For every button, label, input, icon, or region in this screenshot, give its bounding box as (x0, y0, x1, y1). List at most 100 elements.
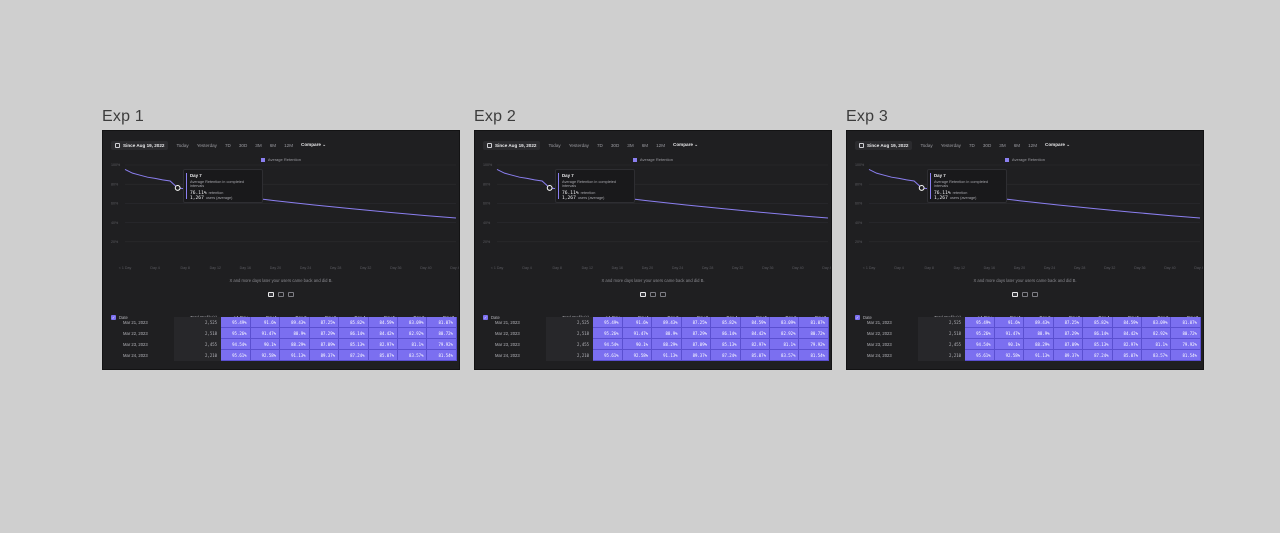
range-6m[interactable]: 6M (1013, 142, 1021, 148)
retention-cell[interactable]: 82.92% (398, 328, 428, 339)
retention-cell[interactable]: 80.72% (427, 328, 457, 339)
checkbox-checked-icon[interactable]: ✓ (111, 314, 116, 320)
date-column-header[interactable]: ✓ Date (483, 314, 546, 320)
checkbox-checked-icon[interactable]: ✓ (483, 314, 488, 320)
retention-cell[interactable]: 87.29% (309, 328, 340, 339)
retention-cell[interactable]: 84.59% (368, 317, 398, 328)
retention-cell[interactable]: 82.97% (740, 339, 770, 350)
range-3m[interactable]: 3M (627, 142, 634, 148)
retention-cell[interactable]: 91.6% (250, 317, 281, 328)
compare-button[interactable]: Compare ⌄ (673, 142, 698, 148)
grid-view-icon[interactable] (650, 292, 656, 297)
table-view-icon[interactable] (640, 292, 646, 297)
range-6m[interactable]: 6M (641, 142, 649, 148)
retention-cell[interactable]: 86.14% (1083, 328, 1113, 339)
retention-cell[interactable]: 83.57% (1142, 350, 1172, 361)
retention-cell[interactable]: 88.29% (652, 339, 682, 350)
date-range-button[interactable]: Since Aug 19, 2022 (483, 140, 541, 150)
retention-cell[interactable]: 81.54% (799, 350, 829, 361)
retention-cell[interactable]: 89.43% (280, 317, 310, 328)
retention-cell[interactable]: 91.13% (280, 350, 310, 361)
range-yesterday[interactable]: Yesterday (940, 142, 961, 148)
retention-cell[interactable]: 90.1% (994, 339, 1025, 350)
retention-cell[interactable]: 80.72% (1171, 328, 1201, 339)
retention-cell[interactable]: 95.26% (965, 328, 995, 339)
retention-cell[interactable]: 88.29% (1024, 339, 1054, 350)
retention-cell[interactable]: 89.37% (309, 350, 340, 361)
retention-cell[interactable]: 88.29% (280, 339, 310, 350)
table-row[interactable]: Mar 23, 2023 2,455 94.54% 90.1% 88.29% 87.09%… (111, 339, 457, 350)
checkbox-checked-icon[interactable]: ✓ (855, 314, 860, 320)
retention-cell[interactable]: 87.09% (309, 339, 340, 350)
retention-cell[interactable]: 83.57% (770, 350, 800, 361)
retention-cell[interactable]: 89.43% (652, 317, 682, 328)
retention-cell[interactable]: 91.6% (622, 317, 653, 328)
compare-button[interactable]: Compare ⌄ (301, 142, 326, 148)
retention-cell[interactable]: 83.09% (398, 317, 428, 328)
retention-cell[interactable]: 95.49% (965, 317, 995, 328)
range-30d[interactable]: 30D (238, 142, 248, 148)
table-row[interactable]: Mar 21, 2023 2,525 95.49% 91.6% 89.43% 87.25%… (111, 317, 457, 328)
retention-cell[interactable]: 85.07% (1112, 350, 1142, 361)
table-row[interactable]: Mar 22, 2023 2,518 95.26% 91.47% 88.9% 87.29%… (483, 328, 829, 339)
list-view-icon[interactable] (1032, 292, 1038, 297)
range-30d[interactable]: 30D (982, 142, 992, 148)
retention-cell[interactable]: 87.09% (1053, 339, 1084, 350)
retention-cell[interactable]: 89.43% (1024, 317, 1054, 328)
retention-cell[interactable]: 86.14% (339, 328, 369, 339)
date-column-header[interactable]: ✓ Date (111, 314, 174, 320)
compare-button[interactable]: Compare ⌄ (1045, 142, 1070, 148)
retention-cell[interactable]: 91.47% (250, 328, 281, 339)
retention-cell[interactable]: 92.58% (994, 350, 1025, 361)
retention-cell[interactable]: 82.97% (1112, 339, 1142, 350)
chart-legend[interactable]: Average Retention (475, 157, 831, 162)
retention-cell[interactable]: 87.24% (339, 350, 369, 361)
retention-cell[interactable]: 79.92% (799, 339, 829, 350)
retention-cell[interactable]: 79.92% (1171, 339, 1201, 350)
retention-cell[interactable]: 88.9% (652, 328, 682, 339)
grid-view-icon[interactable] (1022, 292, 1028, 297)
retention-cell[interactable]: 82.92% (770, 328, 800, 339)
table-row[interactable]: Mar 22, 2023 2,518 95.26% 91.47% 88.9% 87.29%… (855, 328, 1201, 339)
retention-cell[interactable]: 87.24% (711, 350, 741, 361)
range-30d[interactable]: 30D (610, 142, 620, 148)
range-today[interactable]: Today (548, 142, 561, 148)
range-yesterday[interactable]: Yesterday (568, 142, 589, 148)
grid-view-icon[interactable] (278, 292, 284, 297)
list-view-icon[interactable] (660, 292, 666, 297)
retention-cell[interactable]: 85.82% (1083, 317, 1113, 328)
range-7d[interactable]: 7D (968, 142, 975, 148)
table-row[interactable]: Mar 24, 2023 2,210 95.61% 92.58% 91.13% 89.37… (111, 350, 457, 361)
retention-cell[interactable]: 92.58% (622, 350, 653, 361)
retention-cell[interactable]: 95.26% (593, 328, 623, 339)
retention-cell[interactable]: 95.61% (221, 350, 251, 361)
retention-cell[interactable]: 81.07% (1171, 317, 1201, 328)
retention-cell[interactable]: 90.1% (250, 339, 281, 350)
retention-cell[interactable]: 85.82% (711, 317, 741, 328)
table-row[interactable]: Mar 24, 2023 2,210 95.61% 92.58% 91.13% 89.37… (483, 350, 829, 361)
table-row[interactable]: Mar 24, 2023 2,210 95.61% 92.58% 91.13% 89.37… (855, 350, 1201, 361)
highlight-point[interactable] (546, 185, 553, 191)
retention-cell[interactable]: 87.25% (1053, 317, 1084, 328)
retention-cell[interactable]: 85.13% (711, 339, 741, 350)
retention-cell[interactable]: 81.54% (1171, 350, 1201, 361)
table-row[interactable]: Mar 23, 2023 2,455 94.54% 90.1% 88.29% 87.09%… (855, 339, 1201, 350)
retention-cell[interactable]: 89.37% (1053, 350, 1084, 361)
retention-cell[interactable]: 86.14% (711, 328, 741, 339)
retention-cell[interactable]: 83.09% (770, 317, 800, 328)
retention-cell[interactable]: 92.58% (250, 350, 281, 361)
retention-cell[interactable]: 87.29% (1053, 328, 1084, 339)
retention-cell[interactable]: 90.1% (622, 339, 653, 350)
range-today[interactable]: Today (920, 142, 933, 148)
retention-cell[interactable]: 87.29% (681, 328, 712, 339)
table-row[interactable]: Mar 22, 2023 2,518 95.26% 91.47% 88.9% 87.29%… (111, 328, 457, 339)
retention-cell[interactable]: 95.61% (965, 350, 995, 361)
retention-cell[interactable]: 91.6% (994, 317, 1025, 328)
retention-cell[interactable]: 94.54% (593, 339, 623, 350)
retention-cell[interactable]: 94.54% (221, 339, 251, 350)
range-7d[interactable]: 7D (224, 142, 231, 148)
retention-cell[interactable]: 91.47% (994, 328, 1025, 339)
retention-cell[interactable]: 89.37% (681, 350, 712, 361)
date-column-header[interactable]: ✓ Date (855, 314, 918, 320)
table-row[interactable]: Mar 21, 2023 2,525 95.49% 91.6% 89.43% 87.25%… (855, 317, 1201, 328)
